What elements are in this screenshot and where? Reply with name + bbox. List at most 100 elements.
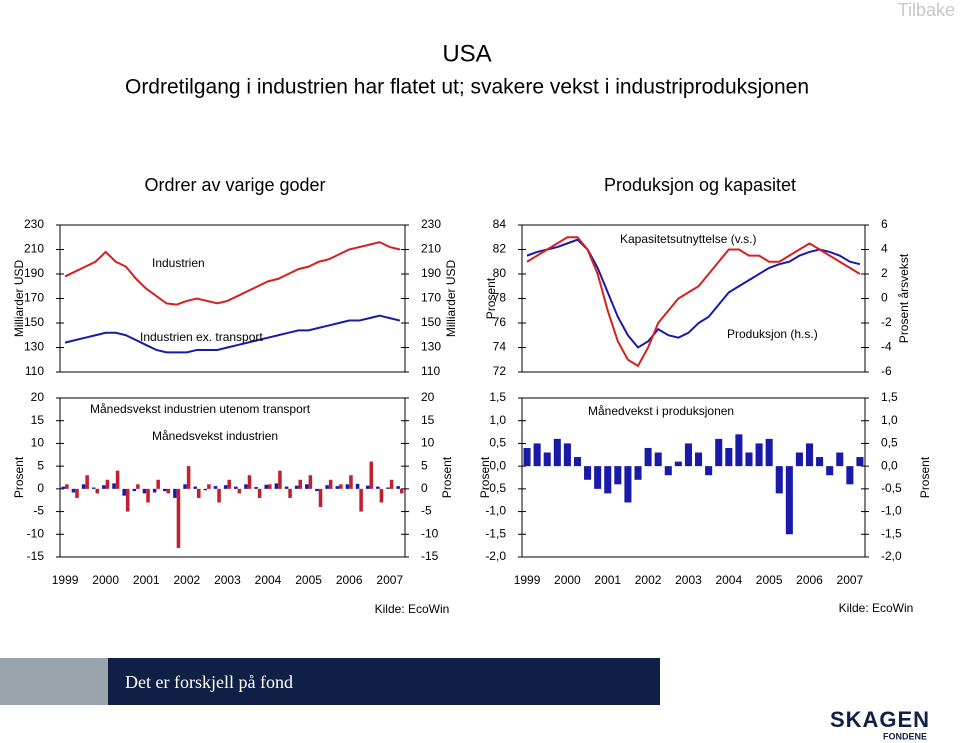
- bar: [91, 487, 96, 489]
- bar: [213, 486, 218, 489]
- y2-axis-label: Prosent: [918, 456, 932, 498]
- x-tick-label: 2002: [173, 573, 200, 587]
- bar: [315, 488, 319, 492]
- y-tick-label: 0,0: [489, 458, 506, 472]
- y-axis-label: Prosent: [484, 277, 498, 319]
- x-tick-label: 2001: [133, 573, 160, 587]
- y-tick-label: 130: [421, 340, 441, 354]
- y-tick-label: 150: [421, 315, 441, 329]
- y-tick-label: 10: [31, 436, 45, 450]
- x-tick-label: 2003: [675, 573, 702, 587]
- y-tick-label: 190: [421, 266, 441, 280]
- bar: [288, 488, 292, 498]
- section-title: Ordrer av varige goder: [144, 175, 325, 195]
- bar: [826, 466, 834, 476]
- source: Kilde: EcoWin: [375, 602, 450, 616]
- bar: [369, 461, 374, 489]
- y2-axis-label: Milliarder USD: [444, 259, 458, 337]
- bar: [223, 485, 228, 489]
- bar: [674, 461, 682, 467]
- y-tick-label: 210: [421, 242, 441, 256]
- back-link[interactable]: Tilbake: [898, 0, 955, 20]
- plot-frame: [521, 397, 866, 558]
- x-tick-label: 2007: [376, 573, 403, 587]
- y-tick-label: -5: [33, 504, 44, 518]
- bar: [166, 488, 171, 494]
- bar: [624, 466, 632, 503]
- y-tick-label: 0,0: [881, 458, 898, 472]
- y-tick-label: -6: [881, 364, 892, 378]
- bar: [389, 479, 394, 489]
- bar: [846, 466, 854, 485]
- y-tick-label: 15: [421, 413, 435, 427]
- series-label: Produksjon (h.s.): [727, 327, 818, 341]
- bar: [563, 443, 571, 467]
- bar: [186, 466, 191, 489]
- y-tick-label: 20: [31, 390, 45, 404]
- bar: [684, 443, 692, 467]
- y-tick-label: 74: [493, 340, 507, 354]
- bar: [142, 488, 147, 494]
- bar: [325, 485, 329, 489]
- y-tick-label: 1,5: [489, 390, 506, 404]
- bar: [207, 484, 211, 489]
- bar: [95, 488, 100, 494]
- bar: [359, 488, 363, 512]
- plot-frame: [521, 224, 866, 373]
- bar: [584, 466, 592, 480]
- bar: [298, 479, 303, 489]
- bar: [162, 488, 167, 492]
- bar: [396, 486, 400, 489]
- bar: [278, 470, 282, 489]
- bar: [339, 484, 343, 489]
- bar: [856, 457, 864, 467]
- source: Kilde: EcoWin: [839, 601, 914, 615]
- bar: [745, 452, 753, 467]
- y-tick-label: -2,0: [881, 549, 902, 563]
- bar: [176, 488, 181, 548]
- series-label: Månedsvekst industrien: [152, 429, 278, 443]
- y-tick-label: 80: [493, 266, 507, 280]
- series-label: Månedvekst i produksjonen: [588, 404, 734, 418]
- bar: [604, 466, 612, 494]
- bar: [715, 438, 723, 467]
- bar: [523, 447, 531, 467]
- bar: [355, 483, 360, 489]
- y-tick-label: 130: [24, 340, 44, 354]
- y-tick-label: 190: [24, 266, 44, 280]
- bar: [634, 466, 642, 480]
- bar: [755, 443, 763, 467]
- y-tick-label: 0,5: [489, 436, 506, 450]
- bar: [105, 479, 110, 489]
- y-tick-label: 1,0: [881, 413, 898, 427]
- bar: [264, 484, 269, 489]
- y-tick-label: 0: [37, 481, 44, 495]
- y-tick-label: 110: [421, 364, 440, 378]
- bar: [85, 475, 89, 489]
- y-tick-label: -15: [27, 549, 45, 563]
- bar: [183, 484, 187, 489]
- y-tick-label: 230: [24, 217, 44, 231]
- bar: [274, 483, 279, 489]
- series-label: Industrien: [152, 256, 205, 270]
- y-tick-label: -0,5: [485, 481, 506, 495]
- bar: [349, 475, 353, 489]
- y-tick-label: -5: [421, 504, 432, 518]
- bar: [125, 488, 130, 512]
- y-tick-label: 0: [881, 291, 888, 305]
- y-tick-label: -0,5: [881, 481, 902, 495]
- y-tick-label: 4: [881, 242, 888, 256]
- banner: [108, 658, 660, 705]
- bar: [376, 486, 380, 489]
- bar: [156, 479, 160, 489]
- bar: [775, 466, 783, 494]
- bar: [203, 488, 208, 491]
- x-tick-label: 2001: [594, 573, 621, 587]
- x-tick-label: 1999: [52, 573, 79, 587]
- x-tick-label: 2003: [214, 573, 241, 587]
- y2-axis-label: Prosent årsvekst: [897, 253, 911, 343]
- x-tick-label: 2002: [635, 573, 662, 587]
- x-tick-label: 2004: [255, 573, 282, 587]
- y-tick-label: 10: [421, 436, 435, 450]
- bar: [543, 452, 551, 467]
